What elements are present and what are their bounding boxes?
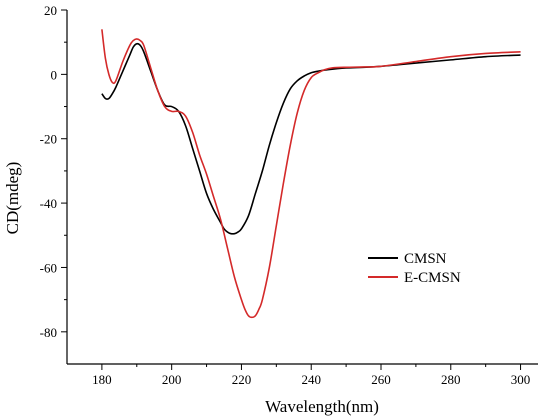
x-tick-label: 240 — [301, 372, 321, 387]
plot-frame — [66, 10, 538, 365]
x-tick-label: 300 — [511, 372, 531, 387]
x-axis-title: Wavelength(nm) — [265, 397, 379, 416]
y-tick-label: 0 — [51, 67, 58, 82]
series-layer — [101, 29, 521, 319]
y-tick-label: -20 — [40, 132, 57, 147]
y-tick-label: -40 — [40, 196, 57, 211]
y-tick-label: 20 — [44, 3, 57, 18]
y-axis-ticks: 20 0 -20 -40 -60 -80 — [40, 3, 67, 340]
x-tick-label: 280 — [441, 372, 461, 387]
legend-label-cmsn: CMSN — [404, 251, 447, 267]
y-tick-label: -80 — [40, 325, 57, 340]
x-tick-label: 180 — [92, 372, 112, 387]
x-axis-ticks: 180 200 220 240 260 280 300 — [92, 364, 530, 387]
series-line-e-cmsn — [101, 29, 521, 319]
legend: CMSN E-CMSN — [368, 251, 461, 286]
series-line-cmsn — [101, 42, 521, 235]
y-axis-title: CD(mdeg) — [3, 162, 22, 235]
y-tick-label: -60 — [40, 260, 57, 275]
x-tick-label: 220 — [232, 372, 252, 387]
x-tick-label: 260 — [371, 372, 391, 387]
legend-label-e-cmsn: E-CMSN — [404, 270, 461, 286]
x-tick-label: 200 — [162, 372, 182, 387]
